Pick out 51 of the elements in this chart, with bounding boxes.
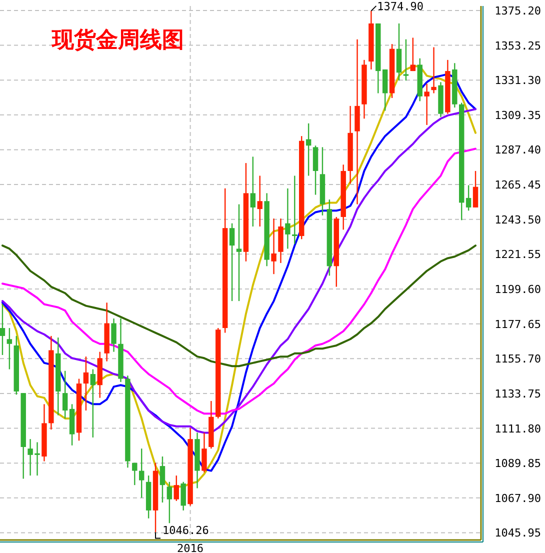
candlestick [236, 204, 242, 302]
candlestick [306, 122, 312, 176]
y-tick-label: 1089.85 [494, 457, 541, 470]
y-tick-label: 1133.75 [494, 387, 541, 400]
candlestick [111, 318, 116, 352]
candlestick [132, 462, 138, 486]
candlestick [83, 356, 89, 412]
candlestick [312, 144, 318, 196]
candlestick [250, 156, 256, 228]
candlestick [403, 38, 409, 82]
candlestick [257, 175, 262, 228]
y-tick-label: 1067.90 [494, 492, 541, 505]
y-tick-label: 1309.35 [494, 108, 541, 122]
y-tick-label: 1177.65 [494, 318, 541, 331]
candlestick [285, 188, 290, 250]
candlestick [229, 222, 235, 302]
candlestick [410, 37, 416, 72]
candlestick [382, 68, 388, 112]
annotation: 1046.26 [155, 524, 209, 539]
y-tick-label: 1243.50 [494, 213, 541, 226]
candlestick [472, 170, 478, 208]
y-tick-label: 1287.40 [494, 144, 541, 157]
candlestick [62, 370, 68, 420]
y-tick-label: 1155.70 [494, 352, 541, 366]
annotation: 1374.90 [370, 0, 424, 13]
y-tick-label: 1265.45 [494, 178, 541, 192]
candlestick [202, 432, 207, 473]
candlestick [0, 304, 6, 356]
y-tick-label: 1111.80 [494, 422, 541, 436]
y-tick-label: 1045.95 [494, 526, 541, 540]
candlestick [174, 474, 179, 502]
annotation: 1046.26 [162, 524, 209, 538]
candlestick [139, 448, 144, 498]
y-tick-label: 1375.20 [494, 4, 541, 18]
candlestick [431, 46, 436, 94]
candlestick [166, 481, 172, 524]
candlestick [271, 218, 276, 275]
text: 现货金周线图 [51, 27, 184, 53]
candlestick [424, 83, 430, 126]
candlestick [6, 327, 12, 370]
y-tick-label: 1221.55 [494, 248, 541, 262]
candlestick [466, 184, 472, 212]
y-tick-label: 1199.60 [494, 283, 541, 296]
y-tick-label: 1353.25 [494, 39, 541, 52]
candlestick [160, 456, 166, 504]
candlestick [90, 368, 96, 438]
candlestick [396, 22, 402, 82]
x-tick-label: 2016 [177, 542, 204, 553]
y-tick-label: 1331.30 [494, 74, 541, 88]
candlestick [292, 175, 298, 245]
candlestick [180, 481, 186, 512]
